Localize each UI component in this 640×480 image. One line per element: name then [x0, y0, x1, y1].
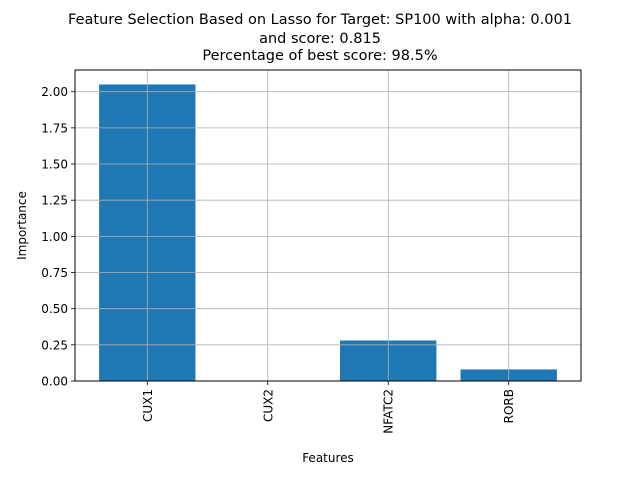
y-tick-label: 0.00 — [41, 375, 68, 389]
x-tick-label-rorb: RORB — [502, 389, 516, 423]
chart-title-line-2: and score: 0.815 — [259, 31, 381, 47]
chart-title-line-3: Percentage of best score: 98.5% — [202, 48, 438, 64]
y-axis-ticks: 0.00 0.25 0.50 0.75 1.00 1.25 1.50 1.75 2.00 — [41, 85, 75, 389]
y-tick-label: 1.00 — [41, 230, 68, 244]
y-tick-label: 1.25 — [41, 194, 68, 208]
plot-frame — [74, 69, 582, 382]
y-tick-label: 0.25 — [41, 338, 68, 352]
x-tick-label-nfatc2: NFATC2 — [382, 389, 396, 434]
bars-group — [99, 84, 557, 381]
y-axis-label: Importance — [15, 191, 29, 260]
y-tick-label: 0.50 — [41, 302, 68, 316]
y-tick-label: 0.75 — [41, 266, 68, 280]
grid-lines — [75, 70, 581, 382]
x-axis-label: Features — [302, 451, 354, 465]
x-axis-ticks: CUX1 CUX2 NFATC2 RORB — [141, 381, 516, 434]
y-tick-label: 2.00 — [41, 85, 68, 99]
y-tick-label: 1.50 — [41, 158, 68, 172]
y-tick-label: 1.75 — [41, 121, 68, 135]
x-tick-label-cux1: CUX1 — [141, 389, 155, 422]
chart-title-line-1: Feature Selection Based on Lasso for Tar… — [68, 12, 572, 28]
x-tick-label-cux2: CUX2 — [261, 389, 275, 422]
